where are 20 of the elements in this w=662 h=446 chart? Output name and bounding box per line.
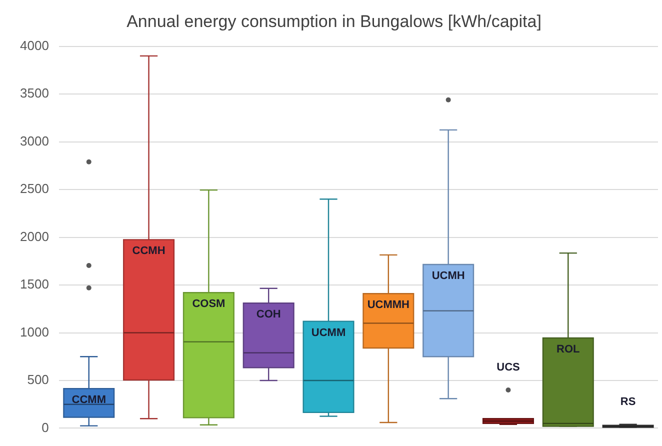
y-tick-label: 2000 xyxy=(20,228,49,244)
y-tick-label: 3500 xyxy=(20,86,49,101)
x-tick-label: UCMMH xyxy=(367,299,410,312)
chart-title: Annual energy consumption in Bungalows [kWh/capita] xyxy=(126,12,542,31)
x-tick-label: RS xyxy=(620,396,636,408)
x-tick-label: UCMM xyxy=(311,326,346,339)
y-tick-label: 3000 xyxy=(20,133,49,148)
x-tick-label: CCMM xyxy=(72,394,106,406)
x-tick-label: COSM xyxy=(192,298,226,310)
y-tick-label: 500 xyxy=(27,372,49,388)
y-tick-label: 1500 xyxy=(20,276,49,292)
x-tick-label: ROL xyxy=(556,344,580,356)
x-tick-label: COH xyxy=(256,308,281,321)
y-tick-label: 2500 xyxy=(20,181,49,196)
y-tick-label: 0 xyxy=(42,420,49,435)
x-tick-label: CCMH xyxy=(132,245,166,258)
x-tick-label: UCS xyxy=(496,362,520,374)
y-tick-label: 4000 xyxy=(20,38,49,53)
x-tick-label: UCMH xyxy=(432,270,465,282)
y-tick-label: 1000 xyxy=(20,324,49,340)
